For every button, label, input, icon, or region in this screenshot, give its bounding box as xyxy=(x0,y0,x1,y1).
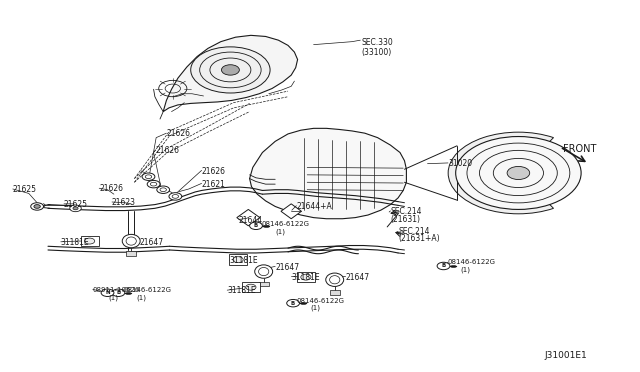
Circle shape xyxy=(191,47,270,93)
Text: 08146-6122G: 08146-6122G xyxy=(124,287,172,293)
Text: 21626: 21626 xyxy=(202,167,226,176)
Text: 31181E: 31181E xyxy=(291,273,320,282)
Circle shape xyxy=(34,205,40,208)
Text: N: N xyxy=(105,290,110,295)
Polygon shape xyxy=(281,204,301,219)
Text: B: B xyxy=(291,301,295,306)
Bar xyxy=(81,236,99,246)
Polygon shape xyxy=(250,128,406,219)
Text: 08911-10626: 08911-10626 xyxy=(93,287,140,293)
Polygon shape xyxy=(237,209,260,226)
Circle shape xyxy=(221,65,239,75)
Text: 08146-6122G: 08146-6122G xyxy=(448,259,496,265)
Text: 21625: 21625 xyxy=(64,200,88,209)
Text: 21626: 21626 xyxy=(156,146,179,155)
Ellipse shape xyxy=(122,234,140,248)
Text: 21644+A: 21644+A xyxy=(296,202,332,211)
Text: (1): (1) xyxy=(461,266,471,273)
Polygon shape xyxy=(163,35,298,112)
Text: 21626: 21626 xyxy=(99,185,123,193)
Text: 21621: 21621 xyxy=(202,180,225,189)
Circle shape xyxy=(84,238,95,244)
Text: SEC.330: SEC.330 xyxy=(362,38,394,47)
Circle shape xyxy=(101,289,114,296)
Circle shape xyxy=(287,299,300,307)
Text: 21647: 21647 xyxy=(346,273,370,282)
Text: 21647: 21647 xyxy=(275,263,300,272)
Bar xyxy=(229,254,247,265)
Text: 21626: 21626 xyxy=(166,129,191,138)
Circle shape xyxy=(70,205,81,212)
Circle shape xyxy=(437,262,450,270)
Circle shape xyxy=(147,180,160,188)
Ellipse shape xyxy=(326,273,344,286)
Circle shape xyxy=(250,222,262,230)
Text: FRONT: FRONT xyxy=(563,144,596,154)
Text: (1): (1) xyxy=(275,228,285,235)
Circle shape xyxy=(142,173,155,180)
Circle shape xyxy=(507,166,530,180)
Text: 31020: 31020 xyxy=(448,159,472,168)
Wedge shape xyxy=(448,132,554,214)
Text: 31181E: 31181E xyxy=(229,256,258,265)
Text: B: B xyxy=(116,290,120,295)
Text: J31001E1: J31001E1 xyxy=(545,351,588,360)
Circle shape xyxy=(301,274,311,280)
Text: (1): (1) xyxy=(109,294,119,301)
Text: 08146-6122G: 08146-6122G xyxy=(261,221,309,227)
Text: (33100): (33100) xyxy=(362,48,392,57)
Text: B: B xyxy=(254,223,258,228)
Text: (1): (1) xyxy=(136,294,147,301)
Text: (21631): (21631) xyxy=(390,215,420,224)
Text: 21644: 21644 xyxy=(239,216,263,225)
Circle shape xyxy=(73,207,78,210)
Circle shape xyxy=(112,289,125,296)
Circle shape xyxy=(31,203,44,210)
Text: 21623: 21623 xyxy=(112,198,136,207)
Text: (21631+A): (21631+A) xyxy=(398,234,440,243)
Text: SEC.214: SEC.214 xyxy=(390,207,422,216)
Bar xyxy=(297,272,315,282)
Text: 31181E: 31181E xyxy=(227,286,256,295)
Bar xyxy=(126,251,136,256)
Circle shape xyxy=(456,137,581,209)
Bar xyxy=(259,282,269,286)
Circle shape xyxy=(169,193,182,200)
Circle shape xyxy=(233,257,243,263)
Text: 31181E: 31181E xyxy=(61,238,90,247)
Bar xyxy=(330,290,340,295)
Text: 08146-6122G: 08146-6122G xyxy=(296,298,344,304)
Bar xyxy=(242,282,260,292)
Ellipse shape xyxy=(255,265,273,278)
Circle shape xyxy=(157,186,170,193)
Text: SEC.214: SEC.214 xyxy=(398,227,429,236)
Text: 21647: 21647 xyxy=(140,238,164,247)
Text: (1): (1) xyxy=(310,305,321,311)
Text: B: B xyxy=(442,263,445,269)
Circle shape xyxy=(246,284,256,290)
Text: 21625: 21625 xyxy=(13,185,36,194)
